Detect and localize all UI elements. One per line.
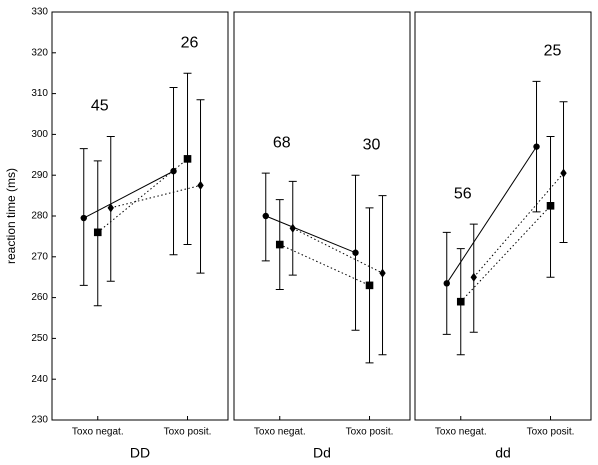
marker [107, 203, 114, 213]
panel-frame [414, 11, 592, 421]
series-line [265, 215, 356, 254]
x-tick-label: Toxo negat. [72, 427, 124, 438]
panel-frame [51, 11, 229, 421]
y-tick-label: 290 [31, 170, 48, 181]
x-tick-label: Toxo negat. [435, 427, 487, 438]
marker [365, 281, 374, 290]
marker [379, 268, 386, 278]
y-tick-label: 280 [31, 211, 48, 222]
series-line [460, 205, 551, 303]
y-tick-label: 310 [31, 88, 48, 99]
marker [80, 214, 87, 222]
marker [560, 168, 567, 178]
annotation: 45 [91, 98, 109, 115]
series-line [473, 172, 564, 278]
marker [352, 249, 359, 256]
annotation: 26 [181, 34, 199, 51]
x-axis-label: DD [130, 445, 150, 461]
series-line [110, 184, 201, 209]
panel-frame [233, 11, 411, 421]
marker [546, 202, 555, 210]
marker [262, 212, 269, 220]
series-line [279, 244, 370, 286]
x-axis-label: dd [495, 445, 511, 461]
y-tick-label: 250 [31, 333, 48, 344]
x-tick-label: Toxo posit. [346, 427, 394, 438]
x-tick-label: Toxo posit. [164, 427, 212, 438]
marker [275, 240, 284, 249]
marker [456, 297, 465, 306]
marker [533, 143, 540, 150]
marker [183, 155, 192, 163]
x-tick-label: Toxo posit. [527, 427, 575, 438]
y-tick-label: 270 [31, 251, 48, 262]
y-axis-label: reaction time (ms) [4, 168, 18, 264]
marker [170, 167, 177, 175]
y-tick-label: 260 [31, 292, 48, 303]
y-tick-label: 240 [31, 374, 48, 385]
series-line [446, 146, 537, 284]
series-line [83, 170, 174, 219]
y-tick-label: 330 [31, 7, 48, 18]
annotation: 30 [363, 136, 381, 153]
marker [443, 280, 450, 287]
marker [93, 228, 102, 237]
y-tick-label: 230 [31, 415, 48, 426]
series-line [292, 227, 383, 274]
annotation: 56 [454, 185, 472, 202]
annotation: 68 [273, 134, 291, 151]
x-tick-label: Toxo negat. [254, 427, 306, 438]
annotation: 25 [544, 43, 562, 60]
y-tick-label: 300 [31, 129, 48, 140]
series-line [97, 158, 188, 233]
marker [289, 223, 296, 233]
y-tick-label: 320 [31, 47, 48, 58]
marker [197, 180, 204, 190]
x-axis-label: Dd [313, 445, 331, 461]
marker [470, 272, 477, 282]
